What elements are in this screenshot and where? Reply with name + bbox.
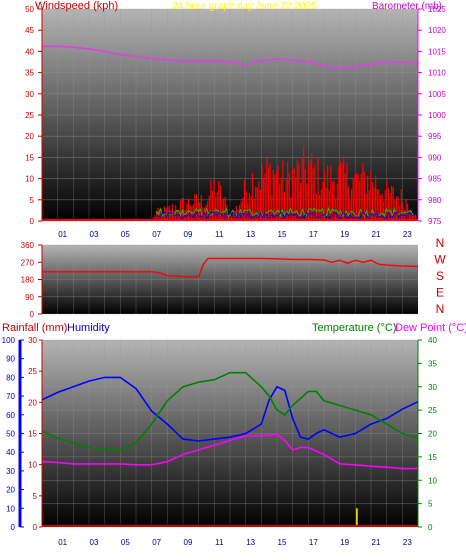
temp-tick-label: 0	[428, 523, 433, 532]
baro-tick-label: 1015	[428, 47, 446, 56]
temp-tick-label: 40	[428, 336, 437, 345]
humidity-tick-label: 10	[6, 504, 15, 513]
humidity-tick-label: 60	[6, 411, 15, 420]
rain-tick-label: 15	[28, 430, 37, 439]
hour-tick-label: 13	[246, 538, 255, 547]
hour-tick-label: 11	[215, 230, 224, 239]
hour-tick-label: 15	[278, 538, 287, 547]
wind-tick-label: 0	[30, 217, 35, 226]
hour-tick-label: 13	[246, 230, 255, 239]
hour-tick-label: 19	[340, 538, 349, 547]
hour-tick-label: 17	[309, 230, 318, 239]
wind-tick-label: 15	[25, 153, 34, 162]
humidity-tick-label: 90	[6, 355, 15, 364]
rain-tick-label: 10	[28, 461, 37, 470]
hour-tick-label: 09	[184, 230, 193, 239]
humidity-tick-label: 0	[11, 523, 16, 532]
wind-tick-label: 20	[25, 132, 34, 141]
hour-tick-label: 05	[121, 538, 130, 547]
hour-tick-label: 21	[372, 538, 381, 547]
temp-tick-label: 35	[428, 359, 437, 368]
hour-tick-label: 03	[90, 538, 99, 547]
humidity-tick-label: 40	[6, 448, 15, 457]
hour-tick-label: 23	[403, 538, 412, 547]
humidity-tick-label: 80	[6, 373, 15, 382]
avg-wind-line	[155, 206, 415, 219]
compass-label: N	[436, 302, 445, 316]
rainfall-label: Rainfall (mm)	[2, 322, 67, 334]
temp-tick-label: 15	[428, 453, 437, 462]
barometer-title: Barometer (mb)	[372, 1, 442, 12]
baro-tick-label: 980	[428, 196, 442, 205]
temp-tick-label: 20	[428, 430, 437, 439]
baro-tick-label: 985	[428, 175, 442, 184]
wind-tick-label: 50	[25, 5, 34, 14]
direction-tick-label: 360	[21, 241, 35, 250]
compass-label: W	[434, 253, 446, 267]
temp-tick-label: 5	[428, 500, 433, 509]
wind-tick-label: 25	[25, 111, 34, 120]
hour-tick-label: 01	[58, 538, 67, 547]
direction-tick-label: 270	[21, 258, 35, 267]
rain-tick-label: 5	[33, 492, 38, 501]
hour-tick-label: 03	[90, 230, 99, 239]
direction-tick-label: 0	[30, 310, 35, 319]
baro-tick-label: 1005	[428, 90, 446, 99]
baro-tick-label: 995	[428, 132, 442, 141]
hour-tick-label: 01	[58, 230, 67, 239]
windspeed-title: Windspeed (kph)	[35, 0, 118, 12]
baro-tick-label: 1025	[428, 5, 446, 14]
barometer-line	[42, 45, 419, 69]
graph-title: 24 hour graph day June 22 2025	[172, 1, 317, 12]
humidity-tick-label: 50	[6, 430, 15, 439]
baro-tick-label: 1020	[428, 26, 446, 35]
baro-tick-label: 1000	[428, 111, 446, 120]
temperature-label: Temperature (°C)	[312, 322, 396, 334]
rain-tick-label: 20	[28, 398, 37, 407]
wind-speed-line	[156, 211, 415, 221]
hour-tick-label: 11	[215, 538, 224, 547]
hour-tick-label: 07	[152, 230, 161, 239]
compass-label: S	[436, 269, 444, 283]
rain-tick-label: 25	[28, 367, 37, 376]
direction-tick-label: 90	[25, 293, 34, 302]
rain-tick-label: 0	[33, 523, 38, 532]
wind-tick-label: 40	[25, 47, 34, 56]
hour-tick-label: 15	[278, 230, 287, 239]
temperature-line	[41, 371, 419, 451]
wind-tick-label: 5	[30, 196, 35, 205]
humidity-tick-label: 30	[6, 467, 15, 476]
humidity-tick-label: 100	[2, 336, 16, 345]
wind-tick-label: 35	[25, 69, 34, 78]
rain-tick-label: 30	[28, 336, 37, 345]
hour-tick-label: 23	[403, 230, 412, 239]
hour-tick-label: 07	[152, 538, 161, 547]
baro-tick-label: 990	[428, 153, 442, 162]
humidity-tick-label: 70	[6, 392, 15, 401]
baro-tick-label: 975	[428, 217, 442, 226]
dewpoint-label: Dew Point (°C)	[395, 322, 466, 334]
direction-line	[42, 257, 419, 278]
temp-tick-label: 30	[428, 383, 437, 392]
compass-label: E	[436, 286, 444, 300]
temp-tick-label: 10	[428, 476, 437, 485]
humidity-line	[41, 376, 419, 442]
humidity-label: Humidity	[67, 322, 110, 334]
hour-tick-label: 19	[340, 230, 349, 239]
hour-tick-label: 21	[372, 230, 381, 239]
dewpoint-line	[41, 433, 418, 470]
hour-tick-label: 05	[121, 230, 130, 239]
wind-tick-label: 30	[25, 90, 34, 99]
baro-tick-label: 1010	[428, 69, 446, 78]
hour-tick-label: 09	[184, 538, 193, 547]
hour-tick-label: 17	[309, 538, 318, 547]
humidity-tick-label: 20	[6, 486, 15, 495]
wind-tick-label: 10	[25, 175, 34, 184]
wind-tick-label: 45	[25, 26, 34, 35]
temp-tick-label: 25	[428, 406, 437, 415]
direction-tick-label: 180	[21, 276, 35, 285]
compass-label: N	[436, 236, 445, 250]
